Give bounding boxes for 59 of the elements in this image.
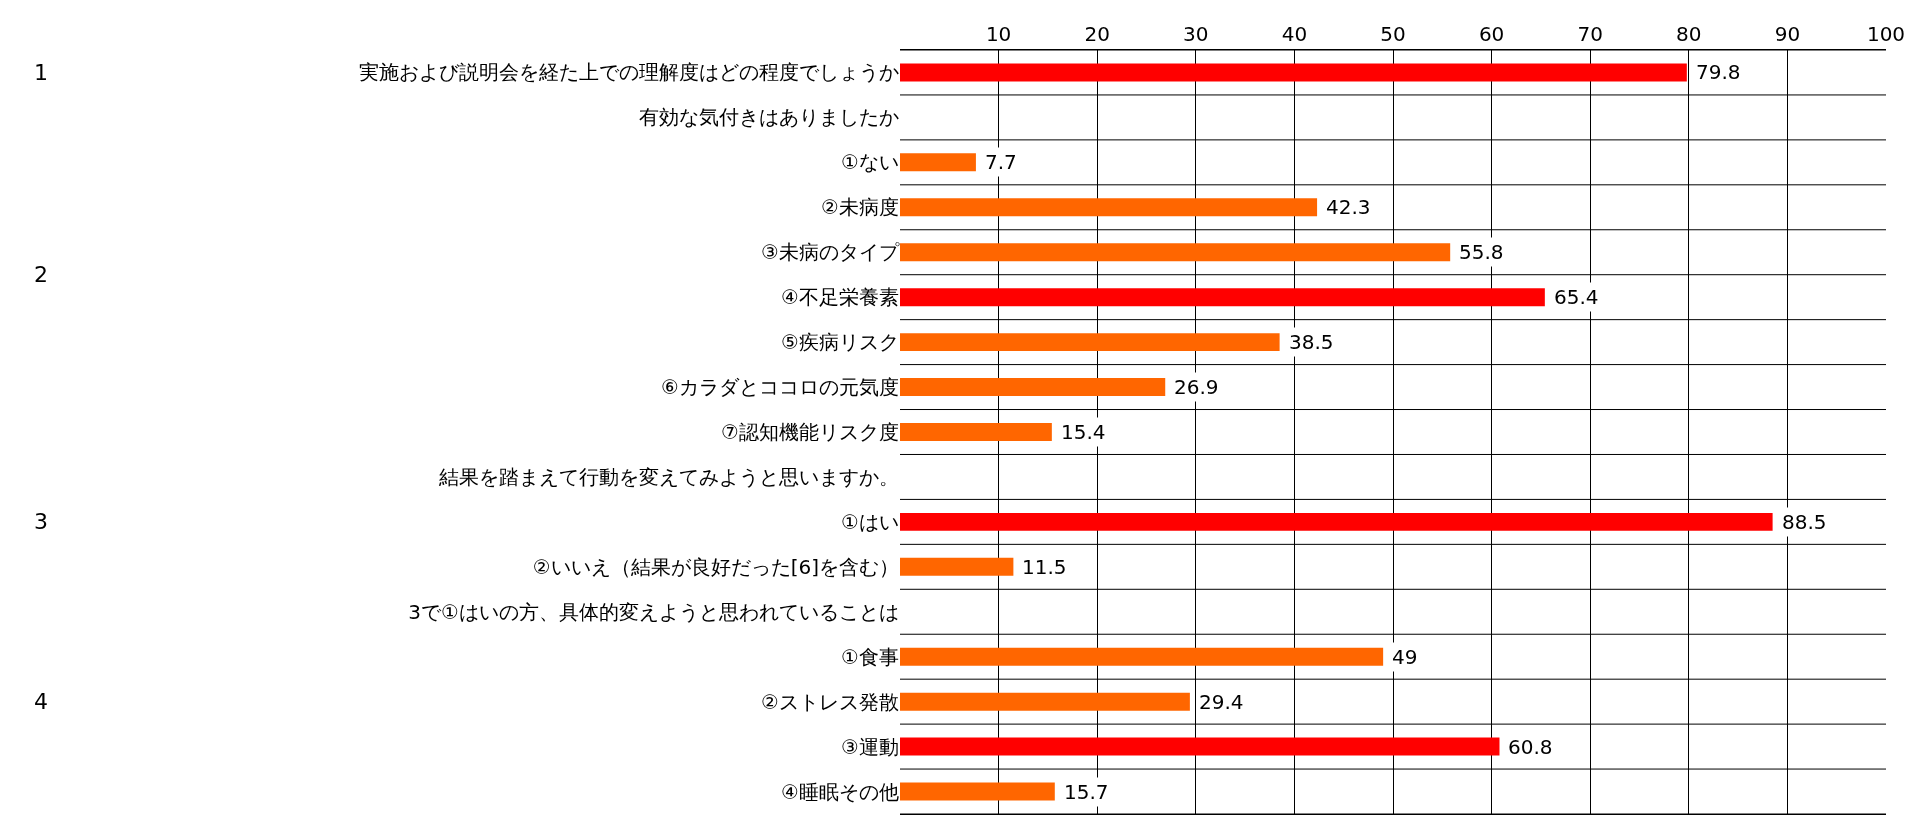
bar — [900, 198, 1318, 217]
data-label: 7.7 — [985, 150, 1017, 174]
y-tick-label: ③未病のタイプ — [761, 240, 900, 265]
y-tick-label: 3で①はいの方、具体的変えようと思われていることは — [408, 599, 899, 624]
y-tick-label: ④睡眠その他 — [781, 779, 899, 804]
bar — [900, 512, 1773, 531]
y-tick-label: ③運動 — [841, 734, 899, 759]
data-label: 26.9 — [1174, 375, 1219, 399]
bar — [900, 782, 1055, 801]
bar — [900, 288, 1545, 307]
x-tick-label: 70 — [1577, 22, 1603, 46]
x-tick-label: 80 — [1676, 22, 1702, 46]
bar — [900, 153, 976, 172]
data-label: 65.4 — [1554, 285, 1599, 309]
y-tick-label: ④不足栄養素 — [781, 285, 899, 310]
x-tick-label: 60 — [1478, 22, 1505, 46]
x-tick-label: 50 — [1380, 22, 1406, 46]
x-tick-label: 30 — [1183, 22, 1209, 46]
y-tick-label: ⑤疾病リスク — [781, 330, 899, 355]
text: 1 — [34, 60, 48, 85]
bar — [900, 378, 1166, 397]
data-label: 29.4 — [1199, 690, 1244, 714]
data-label: 11.5 — [1022, 555, 1067, 579]
y-tick-label: ⑦認知機能リスク度 — [721, 420, 899, 444]
y-tick-label: 有効な気付きはありましたか — [639, 105, 899, 130]
data-label: 55.8 — [1459, 240, 1504, 264]
y-tick-label: ②ストレス発散 — [761, 689, 899, 714]
bar — [900, 423, 1052, 441]
x-tick-label: 100 — [1866, 22, 1906, 46]
text: 3 — [34, 509, 48, 534]
x-tick-label: 90 — [1774, 22, 1801, 46]
bar — [900, 692, 1190, 711]
y-tick-label: ⑥カラダとココロの元気度 — [661, 375, 899, 400]
y-tick-label: ②いいえ（結果が良好だった[6]を含む） — [532, 554, 899, 579]
y-tick-label: ①ない — [841, 150, 899, 175]
data-label: 88.5 — [1782, 510, 1827, 534]
y-tick-label: 結果を踏まえて行動を変えてみようと思いますか。 — [438, 464, 899, 489]
data-label: 38.5 — [1289, 330, 1334, 354]
bar — [900, 243, 1451, 262]
data-label: 42.3 — [1326, 195, 1371, 219]
data-label: 15.4 — [1061, 420, 1106, 444]
bar — [900, 557, 1014, 576]
y-tick-label: ②未病度 — [821, 195, 899, 220]
data-label: 79.8 — [1696, 60, 1741, 84]
x-tick-label: 40 — [1281, 22, 1308, 46]
data-label: 60.8 — [1508, 735, 1553, 759]
text: 2 — [34, 262, 48, 287]
bar — [900, 63, 1687, 82]
x-tick-label: 10 — [985, 22, 1012, 46]
y-tick-label: 実施および説明会を経た上での理解度はどの程度でしょうか — [359, 60, 899, 85]
y-tick-label: ①食事 — [841, 644, 899, 669]
bar — [900, 647, 1384, 666]
bar — [900, 737, 1500, 756]
y-tick-label: ①はい — [841, 509, 899, 534]
x-tick-label: 20 — [1084, 22, 1110, 46]
text: 4 — [34, 689, 48, 714]
data-label: 49 — [1392, 645, 1418, 669]
data-label: 15.7 — [1064, 780, 1109, 804]
bar — [900, 333, 1280, 352]
